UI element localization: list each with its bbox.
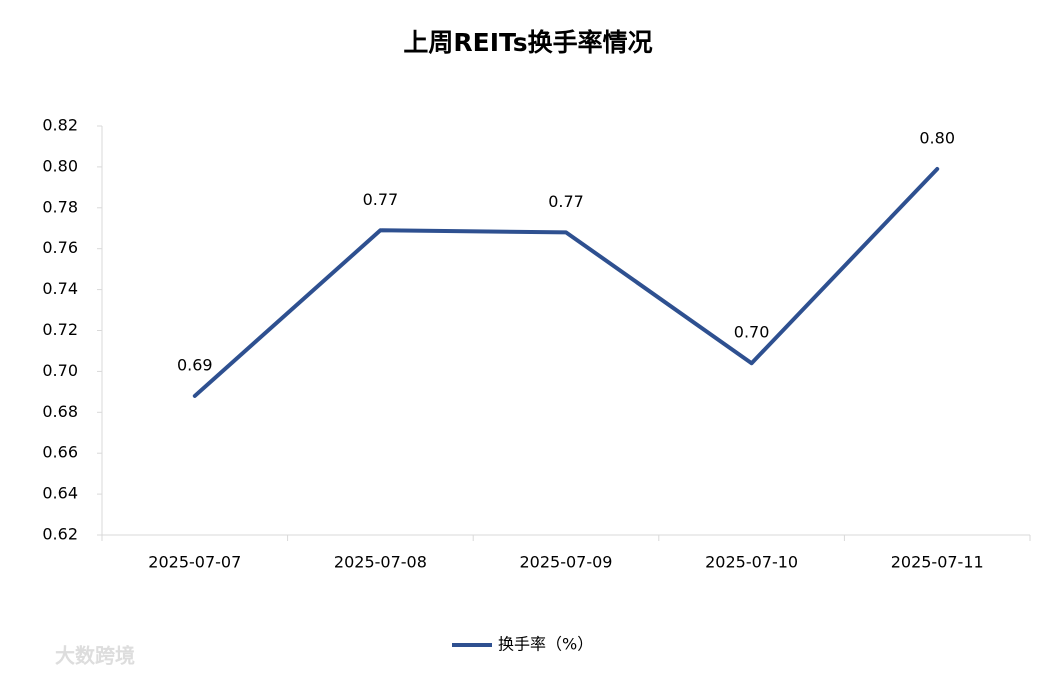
x-tick-label: 2025-07-10 [705, 553, 798, 572]
data-label: 0.70 [734, 323, 770, 342]
y-tick-label: 0.76 [42, 238, 78, 257]
x-tick-label: 2025-07-07 [148, 553, 241, 572]
x-tick-label: 2025-07-11 [891, 553, 984, 572]
y-tick-label: 0.80 [42, 156, 78, 175]
y-tick-label: 0.74 [42, 279, 78, 298]
y-tick-label: 0.70 [42, 361, 78, 380]
y-tick-label: 0.72 [42, 320, 78, 339]
y-tick-label: 0.66 [42, 443, 78, 462]
data-label: 0.69 [177, 355, 213, 374]
y-tick-label: 0.62 [42, 525, 78, 544]
y-tick-label: 0.78 [42, 197, 78, 216]
chart-title: 上周REITs换手率情况 [403, 28, 652, 57]
watermark: 大数跨境 [55, 644, 135, 668]
y-tick-label: 0.68 [42, 402, 78, 421]
data-label: 0.77 [548, 192, 584, 211]
legend-label: 换手率（%） [498, 635, 593, 654]
line [192, 166, 940, 398]
data-label: 0.77 [363, 190, 399, 209]
x-tick-label: 2025-07-09 [520, 553, 613, 572]
data-label: 0.80 [919, 128, 955, 147]
y-tick-label: 0.64 [42, 484, 78, 503]
x-tick-label: 2025-07-08 [334, 553, 427, 572]
y-tick-label: 0.82 [42, 116, 78, 135]
